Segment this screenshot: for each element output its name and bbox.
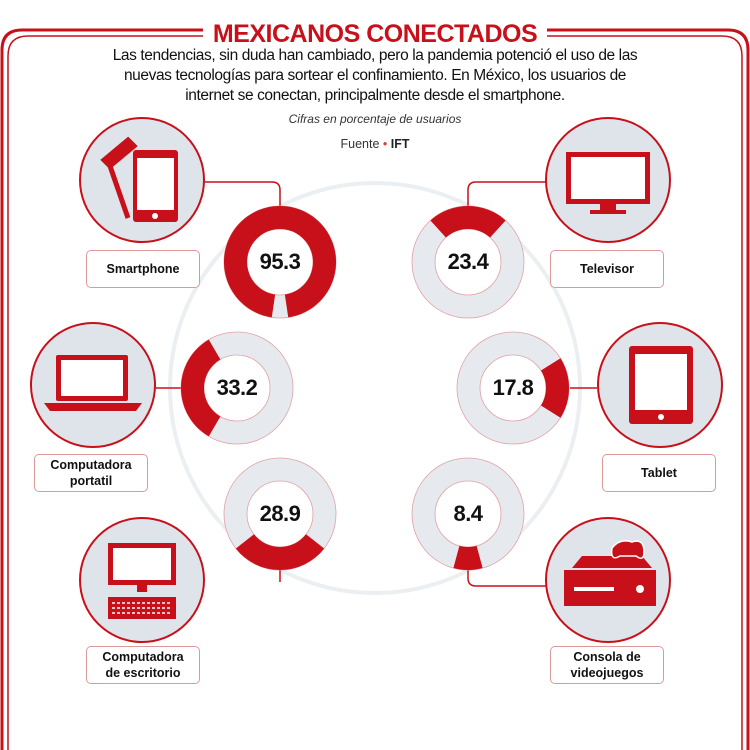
- donut-segment-5: [453, 545, 483, 571]
- donut-segment-0: [223, 206, 336, 318]
- label-portatil: Computadora portatil: [34, 454, 148, 492]
- value-label-tablet: 17.8: [492, 375, 534, 400]
- label-televisor: Televisor: [550, 250, 664, 288]
- source-separator: •: [382, 137, 388, 151]
- desktop-computer-icon: [79, 517, 205, 643]
- source-label: Fuente: [340, 137, 380, 151]
- donut-segment-4: [235, 534, 325, 570]
- donut-outline: [411, 205, 525, 319]
- donut-outline: [223, 457, 337, 571]
- value-label-portatil: 33.2: [216, 375, 258, 400]
- source-line: Fuente • IFT: [0, 137, 750, 151]
- source-name: IFT: [390, 137, 410, 151]
- donut-outline: [180, 331, 294, 445]
- label-text: Tablet: [641, 466, 677, 480]
- label-consola: Consola de videojuegos: [550, 646, 664, 684]
- television-icon: [545, 117, 671, 243]
- label-tablet: Tablet: [602, 454, 716, 492]
- tablet-icon: [597, 322, 723, 448]
- donut-segment-2: [181, 339, 221, 437]
- icon-circles: [30, 117, 723, 643]
- title-text: MEXICANOS CONECTADOS: [202, 20, 548, 48]
- donut-charts: [180, 205, 570, 571]
- donut-segment-3: [540, 358, 569, 418]
- value-label-escritorio: 28.9: [259, 501, 301, 526]
- donut-outline: [434, 480, 502, 548]
- label-text: Computadora portatil: [50, 458, 132, 488]
- value-label-televisor: 23.4: [447, 249, 489, 274]
- smartphone-icon: [79, 117, 205, 243]
- label-escritorio: Computadora de escritorio: [86, 646, 200, 684]
- laptop-icon: [30, 322, 156, 448]
- label-text: Televisor: [580, 262, 634, 276]
- donut-outline: [434, 228, 502, 296]
- subtitle: Cifras en porcentaje de usuarios: [288, 112, 462, 126]
- connectors: [155, 181, 597, 587]
- intro-text: Las tendencias, sin duda han cambiado, p…: [112, 47, 638, 104]
- value-label-smartphone: 95.3: [259, 249, 301, 274]
- label-text: Smartphone: [106, 262, 180, 276]
- label-text: Consola de videojuegos: [570, 650, 644, 680]
- donut-segment-1: [430, 206, 506, 238]
- page-title: MEXICANOS CONECTADOS: [0, 20, 750, 49]
- label-smartphone: Smartphone: [86, 250, 200, 288]
- game-console-icon: [545, 517, 671, 643]
- label-text: Computadora de escritorio: [102, 650, 184, 680]
- value-label-consola: 8.4: [453, 501, 483, 526]
